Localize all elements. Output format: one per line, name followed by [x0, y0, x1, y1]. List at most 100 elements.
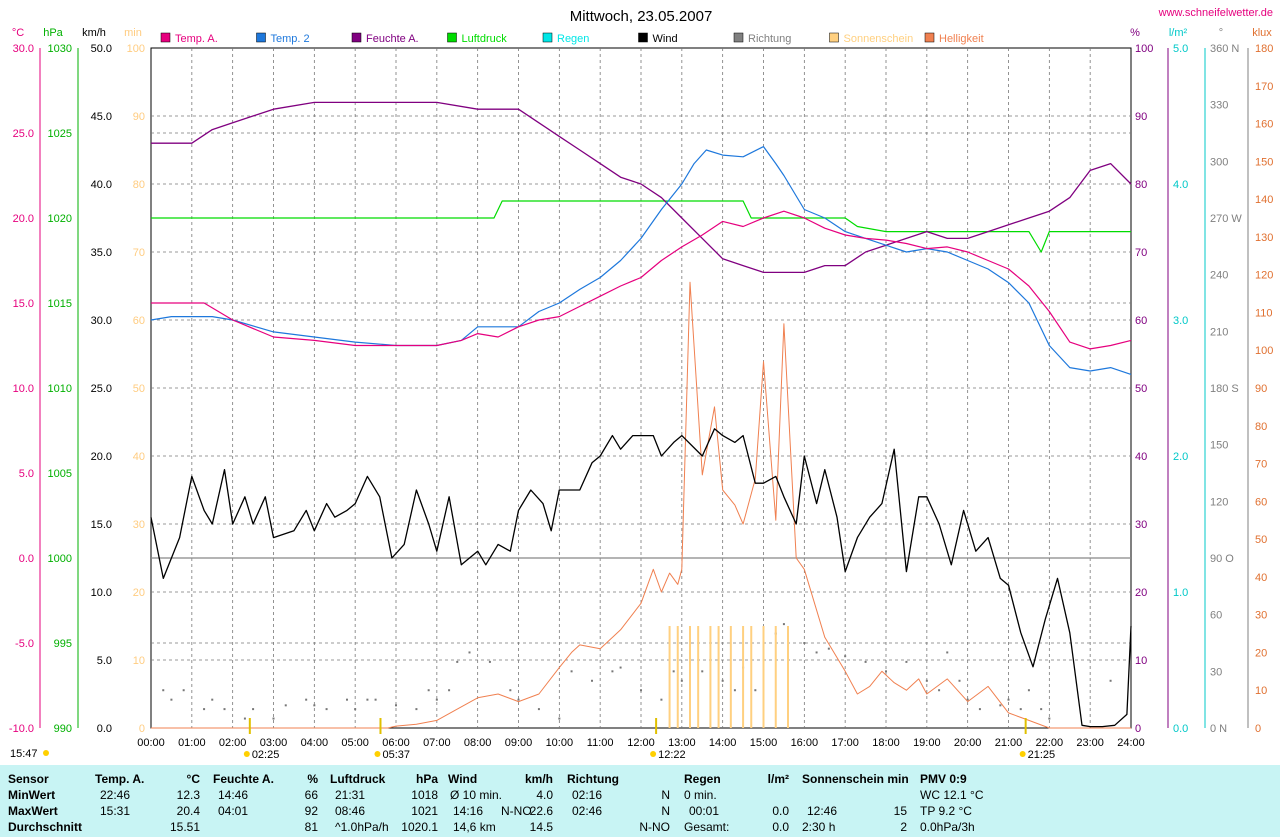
sunshine-max-time: 12:46	[807, 804, 838, 818]
direction-point	[905, 660, 908, 663]
direction-point	[925, 679, 928, 682]
tick-label-time: 22:00	[1036, 737, 1064, 749]
summary-humidity-column: Feuchte A. % 14:46 66 04:01 92 81	[213, 765, 318, 837]
axis-unit-label: °	[1219, 27, 1223, 39]
temp-min-value: 12.3	[176, 788, 200, 802]
tick-label-light: 120	[1255, 270, 1273, 282]
temp-min-time: 22:46	[100, 788, 131, 802]
tick-label-pressure: 1005	[48, 468, 72, 480]
legend-label: Luftdruck	[462, 33, 508, 45]
tick-label-direction: 90 O	[1210, 553, 1234, 565]
tick-label-light: 110	[1255, 307, 1273, 319]
tick-label-time: 19:00	[913, 737, 941, 749]
tick-label-time: 04:00	[301, 737, 329, 749]
direction-point	[1019, 708, 1022, 711]
direction-point	[223, 708, 226, 711]
direction-point	[754, 689, 757, 692]
chart-legend: Temp. A. Temp. 2 Feuchte A. Luftdruck Regen W…	[160, 32, 984, 45]
tick-label-temp: 10.0	[13, 383, 34, 395]
direction-point	[537, 708, 540, 711]
summary-sunshine-column: Sonnenschein min 12:46 15 2:30 h 2	[802, 765, 909, 837]
summary-panel: Sensor MinWert MaxWert Durchschnitt Temp…	[0, 765, 1280, 837]
axis-unit-label: l/m²	[1169, 27, 1188, 39]
legend-swatch	[542, 32, 553, 43]
wind-min-value: 4.0	[536, 788, 553, 802]
tick-label-time: 14:00	[709, 737, 737, 749]
tick-label-time: 20:00	[954, 737, 982, 749]
tick-label-light: 20	[1255, 647, 1267, 659]
series-line-luftdruck	[151, 200, 1131, 253]
rain-unit: l/m²	[767, 772, 789, 786]
tick-label-direction: 360 N	[1210, 43, 1239, 55]
tick-label-sunshine: 70	[133, 247, 145, 259]
tick-label-temp: -10.0	[9, 723, 34, 735]
tick-label-time: 23:00	[1076, 737, 1104, 749]
tick-label-rain: 1.0	[1173, 587, 1188, 599]
direction-point	[1109, 679, 1112, 682]
rain-duration: 0 min.	[684, 788, 717, 802]
direction-point	[733, 689, 736, 692]
rain-total-value: 0.0	[772, 820, 789, 834]
tick-label-temp: 25.0	[13, 128, 34, 140]
series-line-helligkeit	[151, 281, 1131, 729]
tick-label-wind: 15.0	[91, 519, 112, 531]
summary-direction-column: Richtung 02:16 N 02:46 N N-NO	[567, 765, 670, 837]
tick-label-humidity: 10	[1135, 655, 1147, 667]
tick-label-time: 11:00	[587, 737, 614, 749]
tick-label-sunshine: 40	[133, 451, 145, 463]
wind-max-time: 14:16	[453, 804, 484, 818]
sun-event-label: 05:37	[382, 749, 410, 761]
tick-label-sunshine: 60	[133, 315, 145, 327]
tick-label-time: 24:00	[1117, 737, 1145, 749]
tick-label-wind: 20.0	[91, 451, 112, 463]
tick-label-wind: 30.0	[91, 315, 112, 327]
direction-point	[660, 698, 663, 701]
pressure-max-value: 1021	[411, 804, 438, 818]
direction-point	[782, 623, 785, 626]
direction-point	[815, 651, 818, 654]
direction-point	[170, 698, 173, 701]
tick-label-pressure: 1025	[48, 128, 72, 140]
tick-label-light: 50	[1255, 534, 1267, 546]
temp-max-value: 20.4	[176, 804, 200, 818]
sunshine-total-hours: 2:30 h	[802, 820, 836, 834]
humidity-min-value: 66	[304, 788, 318, 802]
direction-point	[672, 670, 675, 673]
tick-label-humidity: 90	[1135, 111, 1147, 123]
direction-min-value: N	[661, 788, 670, 802]
tick-label-pressure: 1020	[48, 213, 72, 225]
tick-label-pressure: 990	[54, 723, 72, 735]
summary-rain-column: Regen l/m² 0 min. 00:01 0.0 Gesamt: 0.0	[684, 765, 789, 837]
direction-point	[958, 679, 961, 682]
tick-label-rain: 5.0	[1173, 43, 1188, 55]
tick-label-humidity: 40	[1135, 451, 1147, 463]
website-label[interactable]: www.schneifelwetter.de	[1158, 7, 1273, 19]
humidity-avg-value: 81	[304, 820, 318, 834]
pmv-title: PMV 0:9	[920, 772, 967, 786]
direction-point	[284, 704, 287, 707]
direction-max-time: 02:46	[572, 804, 603, 818]
axis-unit-labels: °C hPa km/h min% l/m² ° klux	[12, 27, 1272, 39]
direction-point	[938, 689, 941, 692]
legend-label: Sonnenschein	[844, 33, 914, 45]
direction-min-time: 02:16	[572, 788, 603, 802]
wind-title: Wind	[448, 772, 478, 786]
sunshine-title: Sonnenschein min	[802, 772, 909, 786]
chart-title: Mittwoch, 23.05.2007	[570, 8, 713, 25]
direction-title: Richtung	[567, 772, 619, 786]
direction-point	[182, 689, 185, 692]
tick-label-humidity: 20	[1135, 587, 1147, 599]
humidity-unit: %	[307, 772, 318, 786]
direction-point	[680, 679, 683, 682]
series-line-wind	[150, 428, 1132, 728]
direction-point	[1040, 708, 1043, 711]
direction-point	[844, 655, 847, 658]
wind-min-label: Ø 10 min.	[450, 788, 503, 802]
sun-event-label: 02:25	[252, 749, 280, 761]
axis-unit-label: klux	[1252, 27, 1272, 39]
axis-unit-label: km/h	[82, 27, 106, 39]
direction-point	[456, 660, 459, 663]
direction-point	[272, 717, 275, 720]
tick-label-direction: 300	[1210, 156, 1228, 168]
tick-label-temp: 20.0	[13, 213, 34, 225]
